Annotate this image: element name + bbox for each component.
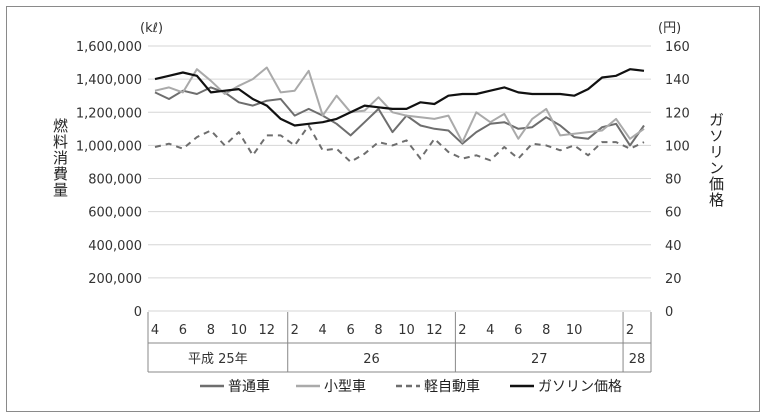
- right-tick-label: 60: [665, 206, 682, 221]
- legend-label-軽自動車: 軽自動車: [424, 378, 480, 395]
- right-tick-label: 160: [665, 40, 690, 55]
- right-tick-label: 40: [665, 239, 682, 254]
- right-tick-label: 20: [665, 272, 682, 287]
- left-axis-unit: (kℓ): [140, 21, 163, 36]
- right-axis-unit: (円): [658, 21, 681, 36]
- legend-label-小型車: 小型車: [324, 378, 366, 395]
- month-tick-label: 6: [346, 323, 354, 338]
- right-tick-label: 80: [665, 173, 682, 188]
- series-lines: [154, 66, 645, 163]
- series-line-軽自動車: [154, 124, 645, 163]
- month-tick-label: 6: [179, 323, 187, 338]
- year-label: 平成 25年: [188, 352, 248, 367]
- series-line-ガソリン価格: [154, 68, 645, 127]
- right-axis-label: ガソリン価格: [707, 112, 725, 208]
- left-axis-label: 燃料消費量: [51, 117, 69, 198]
- month-tick-label: 8: [542, 323, 550, 338]
- gridlines: [148, 45, 651, 312]
- right-tick-label: 120: [665, 106, 690, 121]
- axes: 0 0 200,000 20 400,000 40 600,000 60 800,000 80 1,…: [76, 40, 690, 320]
- month-tick-label: 10: [566, 323, 583, 338]
- month-tick-label: 8: [374, 323, 382, 338]
- month-tick-label: 2: [291, 323, 299, 338]
- left-tick-label: 1,000,000: [76, 139, 142, 154]
- year-label: 26: [363, 352, 380, 367]
- series-line-小型車: [154, 66, 645, 144]
- legend-label-ガソリン価格: ガソリン価格: [538, 379, 622, 395]
- month-tick-label: 8: [207, 323, 215, 338]
- left-tick-label: 600,000: [88, 206, 142, 221]
- left-tick-label: 200,000: [88, 272, 142, 287]
- chart-frame: [6, 6, 760, 412]
- month-tick-label: 12: [258, 323, 275, 338]
- legend-label-普通車: 普通車: [228, 378, 270, 395]
- left-tick-label: 800,000: [88, 173, 142, 188]
- month-tick-label: 2: [626, 323, 634, 338]
- year-label: 27: [531, 352, 548, 367]
- month-tick-label: 10: [398, 323, 415, 338]
- right-tick-label: 140: [665, 73, 690, 88]
- right-tick-label: 0: [665, 305, 673, 320]
- year-label: 28: [629, 352, 646, 367]
- month-tick-label: 12: [426, 323, 443, 338]
- left-tick-label: 0: [134, 305, 142, 320]
- month-tick-label: 2: [458, 323, 466, 338]
- left-tick-label: 1,400,000: [76, 73, 142, 88]
- month-tick-label: 10: [231, 323, 248, 338]
- left-tick-label: 400,000: [88, 239, 142, 254]
- month-tick-label: 6: [514, 323, 522, 338]
- right-tick-label: 100: [665, 139, 690, 154]
- month-tick-label: 4: [486, 323, 494, 338]
- x-axis: 平成 25年 26 27 28 4 6 8 10 12 2 4 6 8 10 12 2 4 6 8 10 2: [147, 312, 652, 373]
- month-tick-label: 4: [319, 323, 327, 338]
- month-tick-label: 4: [151, 323, 159, 338]
- left-tick-label: 1,600,000: [76, 40, 142, 55]
- legend: 普通車 小型車 軽自動車 ガソリン価格: [200, 378, 622, 395]
- left-tick-label: 1,200,000: [76, 106, 142, 121]
- series-line-普通車: [154, 86, 645, 147]
